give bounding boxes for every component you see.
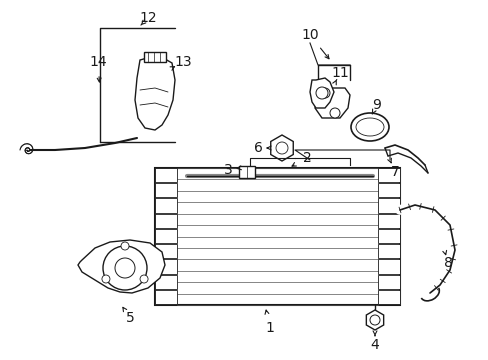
Bar bbox=[155, 168, 177, 182]
Text: 14: 14 bbox=[89, 55, 106, 69]
Bar bbox=[143, 52, 165, 62]
Text: 7: 7 bbox=[390, 165, 399, 179]
Bar bbox=[155, 168, 399, 305]
Bar bbox=[377, 198, 399, 213]
Bar bbox=[377, 214, 399, 228]
Bar bbox=[155, 259, 177, 274]
Text: 5: 5 bbox=[125, 311, 134, 325]
Bar bbox=[155, 214, 177, 228]
Text: 3: 3 bbox=[223, 163, 232, 177]
Ellipse shape bbox=[350, 113, 388, 141]
Bar bbox=[377, 168, 399, 182]
Polygon shape bbox=[135, 55, 175, 130]
Circle shape bbox=[115, 258, 135, 278]
Circle shape bbox=[319, 88, 329, 98]
Text: 10: 10 bbox=[301, 28, 318, 42]
Polygon shape bbox=[270, 135, 293, 161]
Polygon shape bbox=[309, 78, 333, 108]
Bar bbox=[377, 290, 399, 304]
Bar bbox=[377, 275, 399, 289]
Circle shape bbox=[102, 275, 110, 283]
Bar bbox=[155, 198, 177, 213]
Polygon shape bbox=[366, 310, 383, 330]
Bar bbox=[155, 290, 177, 304]
Circle shape bbox=[369, 315, 379, 325]
Text: 6: 6 bbox=[253, 141, 262, 155]
Text: 1: 1 bbox=[265, 321, 274, 335]
Circle shape bbox=[121, 242, 129, 250]
Ellipse shape bbox=[355, 118, 383, 136]
Polygon shape bbox=[314, 88, 349, 118]
Bar bbox=[155, 275, 177, 289]
Bar bbox=[377, 229, 399, 243]
Text: 4: 4 bbox=[370, 338, 379, 352]
Polygon shape bbox=[78, 240, 164, 293]
Text: 11: 11 bbox=[330, 66, 348, 80]
Bar bbox=[155, 183, 177, 197]
Bar bbox=[377, 244, 399, 258]
Polygon shape bbox=[239, 166, 254, 178]
Circle shape bbox=[275, 142, 287, 154]
Text: 12: 12 bbox=[139, 11, 157, 25]
Text: 9: 9 bbox=[372, 98, 381, 112]
Circle shape bbox=[140, 275, 148, 283]
Text: 8: 8 bbox=[443, 256, 451, 270]
Circle shape bbox=[329, 108, 339, 118]
Bar bbox=[155, 229, 177, 243]
Circle shape bbox=[103, 246, 147, 290]
Text: 2: 2 bbox=[302, 151, 311, 165]
Bar bbox=[155, 244, 177, 258]
Bar bbox=[377, 259, 399, 274]
Circle shape bbox=[315, 87, 327, 99]
Bar bbox=[377, 183, 399, 197]
Text: 13: 13 bbox=[174, 55, 191, 69]
